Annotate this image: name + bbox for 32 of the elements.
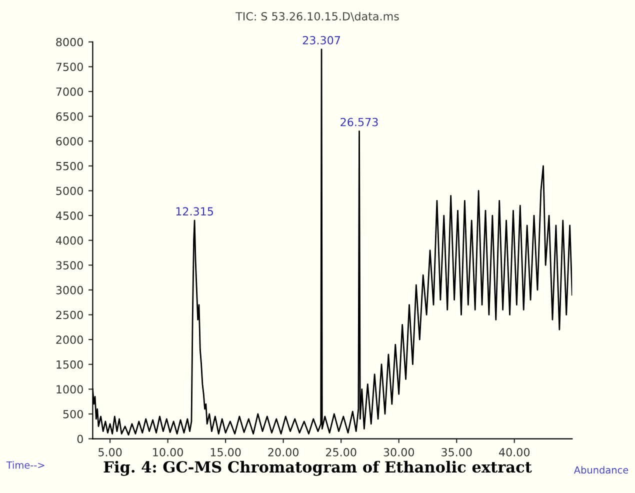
y-tick-label: 1500 <box>56 360 83 369</box>
y-axis-title: Abundance <box>574 466 628 474</box>
x-tick-label: 5.00 <box>98 448 122 456</box>
x-tick-label: 35.00 <box>442 448 472 456</box>
y-tick-label: 2000 <box>56 336 83 344</box>
y-tick-label: 7000 <box>56 87 83 96</box>
caption: Fig. 4: GC-MS Chromatogram of Ethanolic extract <box>104 460 532 476</box>
y-tick-label: 4000 <box>56 236 83 245</box>
x-tick-label: 10.00 <box>153 448 183 456</box>
x-tick-label: 20.00 <box>268 448 298 456</box>
y-tick-label: 3000 <box>56 286 83 294</box>
y-tick-label: 3500 <box>56 261 83 270</box>
x-tick-label: 25.00 <box>326 448 356 456</box>
y-tick-label: 8000 <box>56 38 83 46</box>
x-tick-label: 15.00 <box>210 448 241 456</box>
y-tick-label: 0 <box>77 434 83 444</box>
y-tick-label: 5000 <box>56 186 83 196</box>
y-tick-label: 4500 <box>56 212 83 220</box>
x-axis-title: Time--> <box>6 461 44 469</box>
annotation: 26.573 <box>340 118 378 126</box>
y-tick-label: 1000 <box>56 385 83 394</box>
y-tick-label: 500 <box>63 410 83 418</box>
y-tick-label: 2500 <box>56 310 83 320</box>
annotation: 23.307 <box>302 36 340 44</box>
y-tick-label: 6500 <box>56 112 83 121</box>
y-tick-label: 6000 <box>56 137 83 146</box>
y-tick-label: 5500 <box>56 162 83 170</box>
y-tick-label: 7500 <box>56 62 83 72</box>
annotation: 12.315 <box>176 207 214 216</box>
x-tick-label: 30.00 <box>384 448 414 456</box>
chart-title: TIC: S 53.26.10.15.D\data.ms <box>236 12 399 22</box>
x-tick-label: 40.00 <box>499 448 530 456</box>
